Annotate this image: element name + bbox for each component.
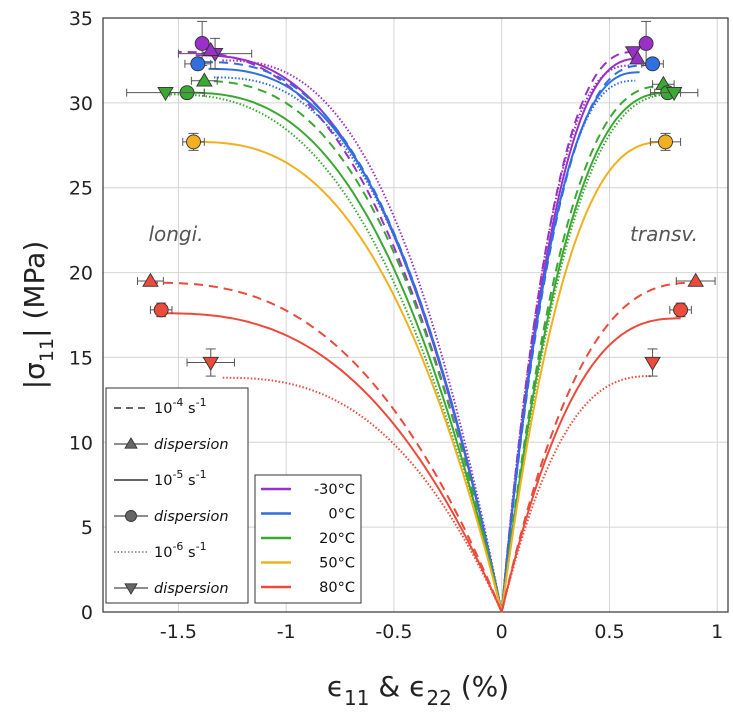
triangle-down-marker (665, 86, 683, 102)
curve-longi (221, 376, 503, 613)
curve-transv (500, 317, 681, 613)
triangle-up-marker (196, 72, 213, 87)
y-tick-label: 15 (69, 347, 93, 369)
curve-longi (221, 59, 503, 613)
y-axis-title: |σ11| (MPa) (18, 241, 58, 390)
y-tick-label: 35 (69, 8, 93, 30)
legend-temp-label: 80°C (319, 580, 355, 596)
grid (102, 17, 729, 613)
triangle-down-marker (202, 356, 220, 371)
legend-rate-label: 10-6 s-1 (154, 540, 207, 561)
curve-transv (500, 71, 640, 613)
y-tick-label: 0 (81, 602, 93, 624)
x-tick-label: -0.5 (375, 621, 412, 643)
circle-marker (186, 134, 201, 150)
x-tick-label: 0.5 (594, 621, 624, 643)
circle-marker (194, 36, 210, 51)
curve-transv (500, 64, 644, 613)
curve-longi (167, 93, 503, 613)
annotation-transv: transv. (630, 222, 698, 246)
data-points (126, 20, 716, 377)
curve-longi (161, 312, 503, 613)
y-tick-label: 25 (69, 178, 93, 200)
curve-transv (500, 281, 696, 613)
curve-transv (500, 50, 636, 613)
curves (150, 50, 696, 613)
curve-longi (193, 140, 503, 613)
curve-longi (195, 79, 503, 613)
legend-dispersion-label: dispersion (154, 509, 229, 525)
legend-rates-box (105, 387, 249, 604)
x-tick-label: -1 (277, 621, 296, 643)
x-tick-label: 1 (711, 621, 723, 643)
legend-rate-label: 10-4 s-1 (154, 396, 207, 417)
circle-marker (658, 134, 673, 150)
curve-transv (500, 140, 666, 613)
triangle-down-marker (157, 86, 174, 102)
y-tick-label: 5 (81, 517, 93, 539)
triangle-down-marker (124, 583, 138, 595)
circle-marker (125, 510, 137, 522)
legend-temp-label: 20°C (319, 531, 355, 547)
triangle-up-marker (629, 50, 646, 65)
triangle-up-marker (124, 437, 138, 449)
curve-longi (212, 76, 503, 613)
legend-temp-label: 0°C (328, 507, 355, 523)
curve-transv (500, 64, 631, 613)
legend-temp-label: -30°C (314, 482, 355, 498)
legend-dispersion-label: dispersion (154, 437, 229, 453)
y-tick-label: 20 (69, 263, 93, 285)
circle-marker (673, 302, 689, 318)
circle-marker (638, 36, 654, 51)
curve-transv (500, 91, 670, 613)
curve-transv (500, 93, 675, 613)
triangle-down-marker (644, 356, 661, 371)
circle-marker (645, 56, 661, 72)
plot-frame (102, 17, 729, 613)
x-axis-title: ϵ11 & ϵ22 (%) (327, 670, 509, 710)
triangle-up-marker (142, 272, 159, 287)
circle-marker (153, 302, 169, 318)
legend-rate-label: 10-5 s-1 (154, 468, 207, 489)
y-tick-label: 30 (69, 93, 93, 115)
legend-temp-label: 50°C (319, 556, 355, 572)
triangle-up-marker (687, 272, 704, 287)
x-tick-label: 0 (496, 621, 508, 643)
curve-transv (500, 84, 666, 613)
curve-transv (500, 79, 636, 613)
x-tick-label: -1.5 (160, 621, 197, 643)
curve-longi (184, 91, 503, 613)
legend-temperatures: -30°C 0°C 20°C 50°C 80°C (254, 474, 362, 604)
circle-marker (190, 56, 206, 72)
curve-longi (150, 281, 503, 613)
legend-dispersion-label: dispersion (154, 581, 229, 597)
y-tick-label: 10 (69, 432, 93, 454)
triangle-up-marker (202, 41, 220, 56)
legend-strain-rates: 10-4 s-1 dispersion 10-5 s-1 dispersion 10-6… (105, 387, 249, 604)
annotation-longi: longi. (148, 222, 203, 246)
